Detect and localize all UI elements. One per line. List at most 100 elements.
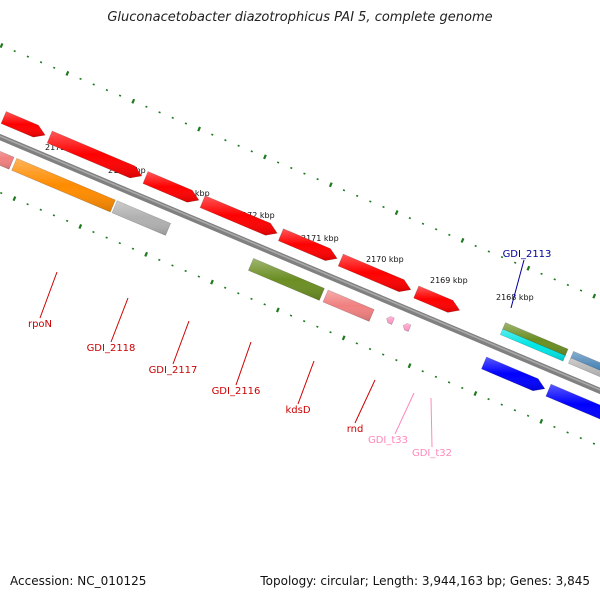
outer-tick: [105, 88, 109, 92]
gene-orange-block-shade: [11, 158, 116, 212]
outer-tick: [448, 233, 451, 236]
inner-tick: [381, 353, 385, 356]
outer-tick: [394, 210, 399, 216]
inner-tick: [0, 191, 3, 195]
inner-tick: [421, 370, 424, 373]
outer-tick: [553, 278, 556, 281]
label-leader-line: [354, 379, 376, 424]
gene-steel-block-shade: [570, 351, 600, 372]
outer-tick: [65, 70, 70, 76]
inner-tick: [566, 431, 569, 434]
inner-tick: [275, 307, 280, 313]
outer-tick: [474, 244, 477, 248]
feature-layer: [0, 111, 600, 420]
inner-tick-ring: [0, 191, 596, 445]
inner-tick: [579, 436, 583, 440]
outer-tick: [39, 61, 43, 64]
outer-tick: [540, 272, 543, 275]
inner-tick: [526, 414, 530, 417]
outer-tick: [421, 222, 425, 225]
gene-label: rpoN: [28, 319, 52, 330]
outer-tick: [566, 283, 570, 287]
inner-tick: [461, 386, 464, 390]
backbone-line: [0, 133, 600, 395]
gene-label: GDI_2117: [149, 365, 198, 376]
gene-red-arrow-shade: [200, 195, 278, 236]
gene-salmon-block-shade: [0, 151, 14, 170]
inner-tick: [197, 275, 201, 278]
outer-tick: [316, 178, 319, 181]
trna-marker-shade: [403, 323, 411, 332]
gene-red-arrow-shade: [413, 286, 460, 313]
gene-blue-arrow-shade: [481, 357, 545, 391]
inner-tick: [553, 425, 556, 429]
gene-label: GDI_2118: [87, 343, 136, 354]
outer-tick: [0, 43, 4, 49]
inner-tick: [355, 342, 359, 345]
outer-tick: [513, 261, 517, 264]
label-leader-line: [172, 320, 190, 365]
label-leader-line: [297, 360, 315, 405]
inner-tick: [263, 303, 266, 306]
outer-tick: [328, 182, 333, 188]
gene-grey-block-shade: [112, 200, 171, 236]
outer-tick: [26, 55, 30, 58]
outer-tick: [526, 265, 531, 271]
inner-tick: [473, 391, 478, 397]
outer-tick: [92, 83, 95, 86]
tick-label: 2170 kbp: [366, 255, 404, 264]
outer-tick: [211, 133, 214, 136]
label-leader-line: [510, 259, 525, 309]
inner-tick: [144, 251, 149, 257]
label-leaders: [39, 259, 525, 448]
tick-label: 2172 kbp: [237, 211, 275, 220]
inner-tick: [78, 223, 83, 229]
gene-red-arrow-shade: [47, 131, 142, 178]
map-title: Gluconacetobacter diazotrophicus PAI 5, …: [107, 10, 493, 25]
outer-tick: [197, 126, 201, 132]
inner-tick: [184, 269, 187, 273]
outer-tick: [290, 166, 293, 170]
gene-label: GDI_2113: [503, 249, 552, 260]
inner-tick: [539, 418, 544, 424]
outer-tick-ring: [0, 43, 597, 299]
inner-tick: [434, 375, 438, 378]
inner-tick: [210, 279, 214, 285]
outer-tick: [158, 111, 161, 114]
label-leader-line: [394, 392, 415, 435]
label-leader-line: [110, 297, 129, 343]
gene-label: kdsD: [285, 405, 310, 416]
gene-olive-block-shade: [502, 322, 568, 357]
inner-tick: [289, 314, 293, 317]
gene-label: rnd: [347, 424, 364, 435]
outer-tick: [79, 77, 82, 81]
inner-tick: [92, 230, 95, 234]
gene-blue-arrow-shade: [545, 384, 600, 420]
inner-tick: [65, 219, 69, 223]
label-leader-line: [235, 341, 252, 386]
inner-tick: [105, 236, 108, 239]
label-leader-line: [430, 397, 433, 448]
inner-tick: [395, 358, 398, 362]
inner-tick: [368, 347, 372, 351]
gene-grey-block-shade: [568, 357, 600, 377]
outer-tick: [13, 49, 16, 53]
inner-tick: [223, 286, 227, 289]
gene-salmon-block-shade: [323, 290, 375, 322]
outer-tick: [342, 189, 346, 192]
inner-tick: [12, 196, 17, 202]
inner-tick: [592, 442, 596, 445]
outer-tick: [460, 237, 465, 243]
outer-tick: [355, 194, 359, 197]
outer-tick: [52, 66, 56, 69]
inner-tick: [407, 363, 412, 369]
inner-tick: [329, 331, 332, 334]
gene-label: GDI_t33: [368, 435, 408, 446]
outer-tick: [579, 289, 583, 292]
outer-tick: [276, 161, 280, 164]
outer-tick: [237, 144, 240, 147]
tick-label: 2171 kbp: [301, 234, 339, 243]
gene-label: GDI_2116: [212, 386, 261, 397]
outer-tick: [434, 228, 438, 231]
